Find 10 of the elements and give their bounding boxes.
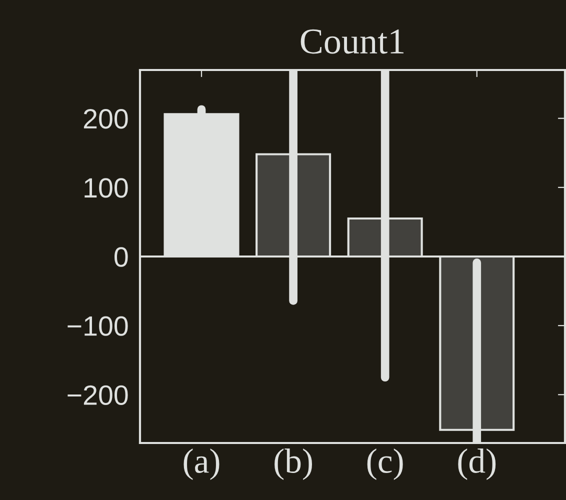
x-tick-label: (b) — [274, 448, 312, 480]
y-tick-label: −100 — [68, 316, 128, 336]
chart-title: Count1 — [300, 29, 404, 54]
x-tick-label: (c) — [367, 448, 403, 480]
x-tick-label: (a) — [184, 448, 220, 480]
y-tick-label: 100 — [84, 178, 128, 198]
y-tick-label: 0 — [114, 247, 128, 267]
y-tick-label: 200 — [84, 109, 128, 129]
x-tick-label: (d) — [458, 448, 496, 480]
y-tick-label: −200 — [68, 385, 128, 405]
